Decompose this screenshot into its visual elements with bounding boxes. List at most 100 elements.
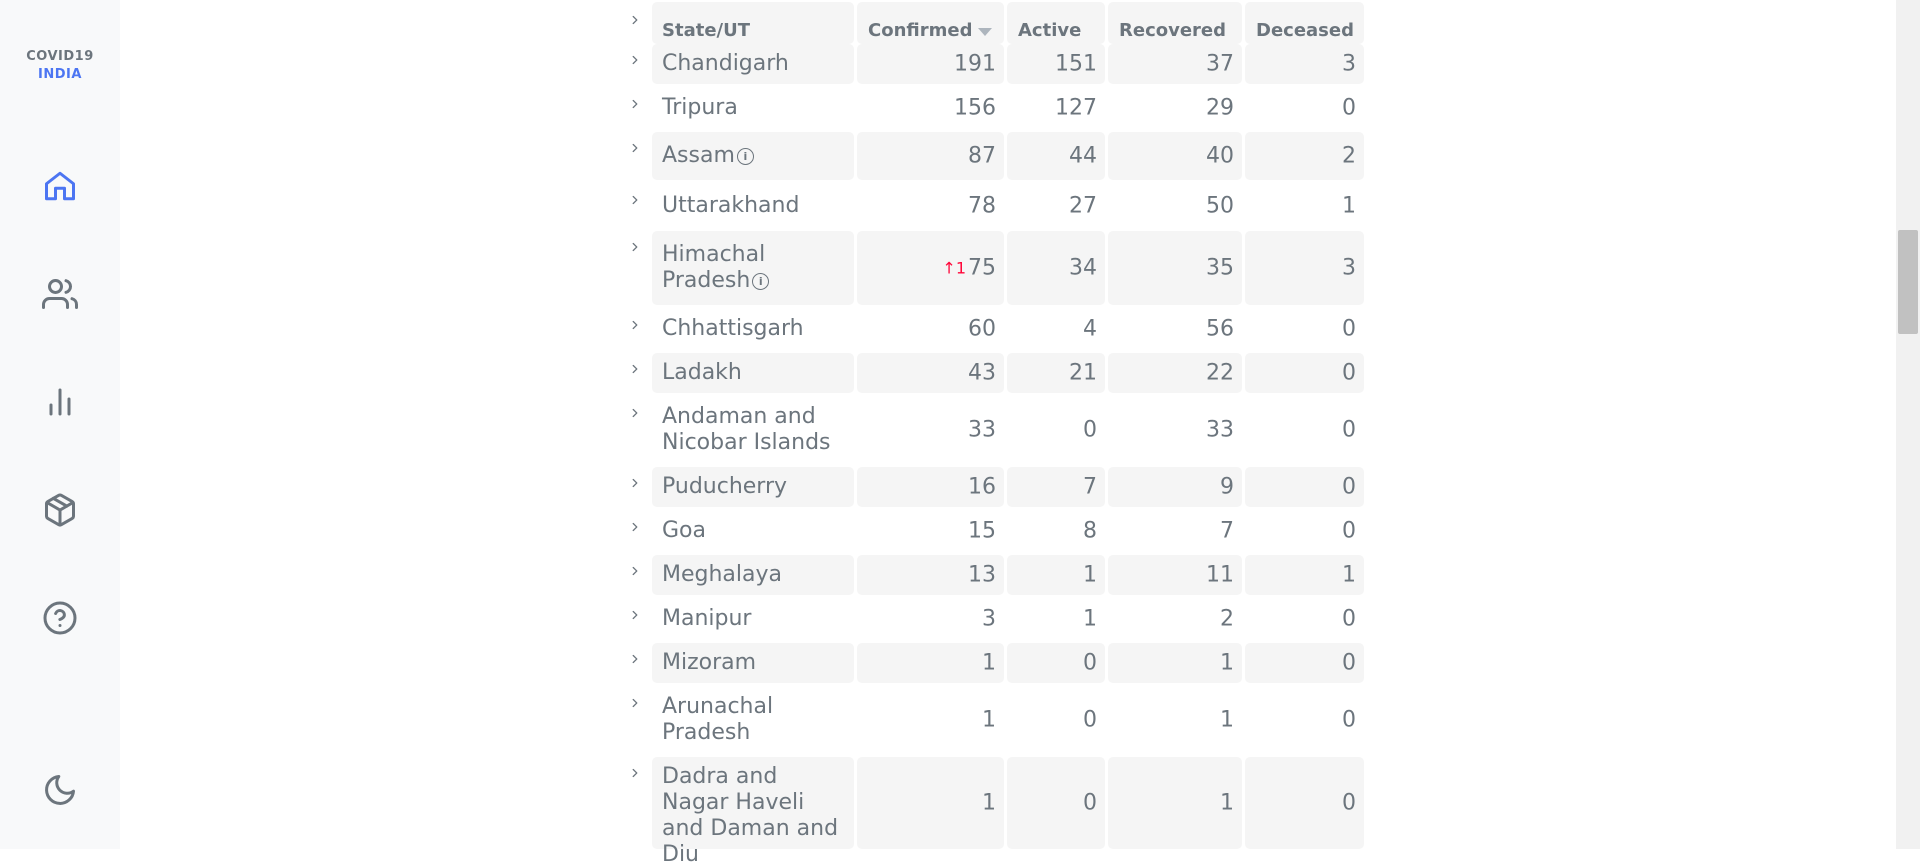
header-recovered[interactable]: Recovered [1108, 2, 1242, 44]
cell-recovered-value: 2 [1220, 606, 1234, 632]
table-row[interactable]: Himachal Pradesh i ↑1 75 34 35 3 [624, 231, 1364, 305]
app-logo[interactable]: COVID19 INDIA [0, 48, 120, 84]
state-name-text: Assam [662, 143, 735, 168]
table-row[interactable]: Arunachal Pradesh 1 0 1 0 [624, 687, 1364, 753]
chevron-right-icon [632, 143, 638, 153]
cell-deceased: 0 [1245, 467, 1364, 507]
state-name: Tripura [662, 95, 850, 121]
cell-confirmed-value: 1 [982, 650, 996, 676]
expand-all-button[interactable] [624, 9, 646, 31]
cell-confirmed: 191 [857, 44, 1004, 84]
cell-confirmed: 1 [857, 687, 1004, 753]
chevron-right-icon [632, 242, 638, 252]
row-expand-button[interactable] [624, 604, 646, 626]
row-expand-button[interactable] [624, 137, 646, 159]
row-expand-button[interactable] [624, 314, 646, 336]
state-name: Goa [662, 518, 850, 544]
state-name-text: Tripura [662, 95, 738, 120]
sort-down-icon[interactable] [978, 28, 992, 36]
row-expand-button[interactable] [624, 236, 646, 258]
cell-confirmed-value: 75 [968, 255, 996, 281]
chevron-right-icon [632, 654, 638, 664]
row-expand-button[interactable] [624, 762, 646, 784]
cell-state[interactable]: Chandigarh [652, 44, 854, 84]
header-deceased[interactable]: Deceased [1245, 2, 1364, 44]
cell-deceased: 0 [1245, 397, 1364, 463]
state-name: Puducherry [662, 474, 850, 500]
cell-state[interactable]: Assam i [652, 132, 854, 180]
row-expand-button[interactable] [624, 93, 646, 115]
row-expand-button[interactable] [624, 692, 646, 714]
header-active[interactable]: Active [1007, 2, 1105, 44]
info-icon[interactable]: i [736, 147, 754, 165]
bar-chart-icon [49, 388, 71, 416]
row-expand-button[interactable] [624, 358, 646, 380]
table-row[interactable]: Meghalaya 13 1 11 1 [624, 555, 1364, 595]
cell-state[interactable]: Ladakh [652, 353, 854, 393]
cell-active-value: 8 [1083, 518, 1097, 544]
header-state[interactable]: State/UT [652, 2, 854, 44]
cell-recovered: 2 [1108, 599, 1242, 639]
nav-faq[interactable] [39, 597, 81, 639]
cell-state[interactable]: Dadra and Nagar Haveli and Daman and Diu [652, 757, 854, 867]
table-row[interactable]: Tripura 156 127 29 0 [624, 88, 1364, 128]
chevron-right-icon [632, 99, 638, 109]
cell-state[interactable]: Arunachal Pradesh [652, 687, 854, 753]
scrollbar-thumb[interactable] [1898, 230, 1918, 334]
cell-confirmed-value: 191 [954, 51, 996, 77]
row-expand-button[interactable] [624, 49, 646, 71]
cell-active-value: 1 [1083, 606, 1097, 632]
header-confirmed-label: Confirmed [868, 20, 973, 41]
moon-icon [45, 775, 75, 805]
cell-confirmed: 33 [857, 397, 1004, 463]
cell-active-value: 0 [1083, 707, 1097, 733]
table-row[interactable]: Uttarakhand 78 27 50 1 [624, 184, 1364, 228]
table-row[interactable]: Assam i 87 44 40 2 [624, 132, 1364, 180]
cell-state[interactable]: Manipur [652, 599, 854, 639]
scrollbar[interactable] [1896, 0, 1920, 849]
cell-deceased: 1 [1245, 555, 1364, 595]
row-expand-button[interactable] [624, 648, 646, 670]
state-name: Arunachal Pradesh [662, 694, 850, 746]
table-row[interactable]: Dadra and Nagar Haveli and Daman and Diu… [624, 757, 1364, 867]
table-row[interactable]: Chandigarh 191 151 37 3 [624, 44, 1364, 84]
cell-confirmed: 78 [857, 184, 1004, 228]
cell-state[interactable]: Goa [652, 511, 854, 551]
cell-state[interactable]: Chhattisgarh [652, 309, 854, 349]
cell-state[interactable]: Himachal Pradesh i [652, 231, 854, 305]
dark-mode-toggle[interactable] [39, 769, 81, 811]
header-confirmed[interactable]: Confirmed [857, 2, 1004, 44]
chevron-right-icon [632, 566, 638, 576]
row-expand-button[interactable] [624, 516, 646, 538]
cell-state[interactable]: Andaman and Nicobar Islands [652, 397, 854, 463]
cell-active: 44 [1007, 132, 1105, 180]
cell-recovered-value: 29 [1206, 95, 1234, 121]
cell-deceased: 1 [1245, 184, 1364, 228]
nav-home[interactable] [39, 165, 81, 207]
cell-state[interactable]: Uttarakhand [652, 184, 854, 228]
table-row[interactable]: Manipur 3 1 2 0 [624, 599, 1364, 639]
state-name-text: Uttarakhand [662, 193, 800, 218]
info-icon[interactable]: i [752, 272, 770, 290]
cell-confirmed-value: 78 [968, 193, 996, 219]
nav-resources[interactable] [39, 489, 81, 531]
table-row[interactable]: Puducherry 16 7 9 0 [624, 467, 1364, 507]
cell-state[interactable]: Puducherry [652, 467, 854, 507]
cell-state[interactable]: Mizoram [652, 643, 854, 683]
table-row[interactable]: Mizoram 1 0 1 0 [624, 643, 1364, 683]
cell-confirmed-value: 13 [968, 562, 996, 588]
nav-statistics[interactable] [39, 381, 81, 423]
table-row[interactable]: Ladakh 43 21 22 0 [624, 353, 1364, 393]
logo-line2: INDIA [38, 67, 82, 82]
row-expand-button[interactable] [624, 402, 646, 424]
state-name-text: Andaman and Nicobar Islands [662, 404, 831, 455]
table-row[interactable]: Goa 15 8 7 0 [624, 511, 1364, 551]
table-row[interactable]: Chhattisgarh 60 4 56 0 [624, 309, 1364, 349]
nav-volunteers[interactable] [39, 273, 81, 315]
cell-state[interactable]: Meghalaya [652, 555, 854, 595]
table-row[interactable]: Andaman and Nicobar Islands 33 0 33 0 [624, 397, 1364, 463]
row-expand-button[interactable] [624, 189, 646, 211]
cell-state[interactable]: Tripura [652, 88, 854, 128]
row-expand-button[interactable] [624, 472, 646, 494]
row-expand-button[interactable] [624, 560, 646, 582]
